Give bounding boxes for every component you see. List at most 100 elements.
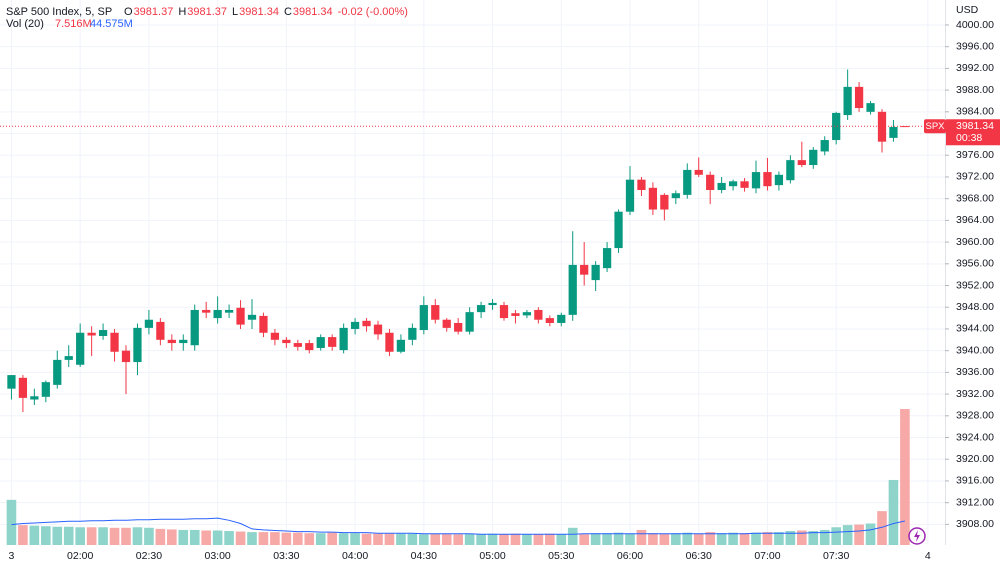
y-tick-label: 3928.00 [956, 410, 994, 422]
volume-bar [785, 531, 796, 545]
candle-body [511, 313, 520, 316]
volume-bar [579, 534, 589, 545]
y-tick-label: 3924.00 [956, 431, 994, 443]
volume-ma-line [11, 517, 906, 535]
volume-bar [52, 526, 63, 545]
volume-bar [144, 527, 154, 545]
ohlc-value: 3981.34 [293, 6, 333, 18]
volume-bar [797, 530, 807, 545]
volume-bar [842, 525, 853, 545]
x-tick-label: 02:00 [67, 550, 93, 562]
y-tick-label: 4000.00 [956, 19, 994, 31]
volume-bar [258, 532, 269, 545]
candle-body [98, 330, 108, 337]
candle-body [121, 350, 131, 363]
candle-body [156, 321, 165, 340]
volume-bar [98, 527, 108, 545]
volume-bar [109, 527, 120, 545]
volume-bar [762, 532, 773, 545]
candle-body [694, 169, 703, 175]
candle-body [373, 324, 383, 335]
candle-body [442, 319, 451, 328]
y-tick-label: 3992.00 [956, 62, 994, 74]
y-tick-label: 3968.00 [956, 192, 994, 204]
candle-body [568, 264, 577, 315]
y-tick-label: 3976.00 [956, 149, 994, 161]
candle-body [110, 332, 119, 352]
volume-bar [808, 531, 819, 545]
candle-body [499, 305, 509, 319]
volume-bar [900, 409, 910, 545]
volume-bar [178, 529, 189, 545]
candle-body [591, 264, 600, 281]
volume-bar [315, 533, 326, 545]
candle-body [660, 194, 669, 210]
candle-body [431, 305, 440, 320]
volume-bar [682, 532, 693, 545]
y-tick-label: 3940.00 [956, 344, 994, 356]
x-tick-label: 04:00 [342, 550, 368, 562]
volume-bar [877, 511, 887, 545]
candle-body [522, 312, 532, 316]
candle-body [305, 343, 314, 351]
x-tick-label: 02:30 [136, 550, 162, 562]
price-pane [0, 69, 945, 413]
chart-title: S&P 500 Index, 5, SP [6, 6, 112, 18]
volume-bar [407, 533, 418, 545]
volume-bar [167, 529, 177, 545]
candle-body [534, 309, 543, 320]
candle-body [637, 179, 646, 190]
candle-body [87, 332, 96, 336]
candle-body [339, 327, 348, 351]
y-tick-label: 3972.00 [956, 171, 994, 183]
x-tick-label: 07:00 [754, 550, 780, 562]
candle-body [488, 302, 497, 306]
candle-body [465, 312, 474, 332]
x-tick-label: 05:30 [548, 550, 574, 562]
volume-bar [854, 524, 864, 545]
candle-body [328, 337, 337, 347]
candle-body [224, 309, 234, 313]
legend: S&P 500 Index, 5, SP Vol (20) 7.516M 44.… [6, 6, 408, 30]
volume-bar [487, 533, 498, 545]
candle-body [259, 315, 268, 333]
volume-bar [41, 526, 51, 545]
volume-bar [373, 533, 383, 545]
alert-icon[interactable] [908, 527, 926, 545]
volume-bar [29, 525, 40, 545]
candle-body [889, 127, 898, 138]
volume-bar [602, 533, 612, 545]
y-tick-label: 3944.00 [956, 323, 994, 335]
candle-body [76, 332, 85, 365]
icon-bolt[interactable] [914, 530, 920, 542]
volume-bar [247, 532, 257, 545]
candle-body [7, 375, 16, 389]
ohlc-label: C [284, 6, 292, 18]
candle-body [614, 211, 623, 249]
candle-body [717, 182, 726, 190]
candle-body [774, 174, 784, 186]
volume-bar [499, 534, 509, 545]
volume-bar [625, 533, 635, 545]
candle-body [419, 305, 428, 331]
volume-bar [419, 534, 429, 545]
candle-body [316, 337, 325, 348]
y-tick-label: 3964.00 [956, 214, 994, 226]
volume-bar [384, 533, 395, 545]
candle-body [385, 332, 394, 352]
x-tick-label: 3 [9, 550, 15, 562]
candle-body [362, 320, 371, 327]
ohlc-value: 3981.37 [134, 6, 174, 18]
currency-label: USD [956, 4, 979, 16]
y-tick-label: 3932.00 [956, 388, 994, 400]
volume-bar [430, 533, 441, 545]
volume-bar [716, 533, 727, 545]
volume-bar [441, 533, 452, 545]
y-tick-label: 3988.00 [956, 84, 994, 96]
volume-bar [556, 534, 567, 545]
volume-bar [338, 533, 349, 545]
symbol-tag-text: SPX [925, 121, 945, 132]
volume-bar [86, 527, 97, 545]
